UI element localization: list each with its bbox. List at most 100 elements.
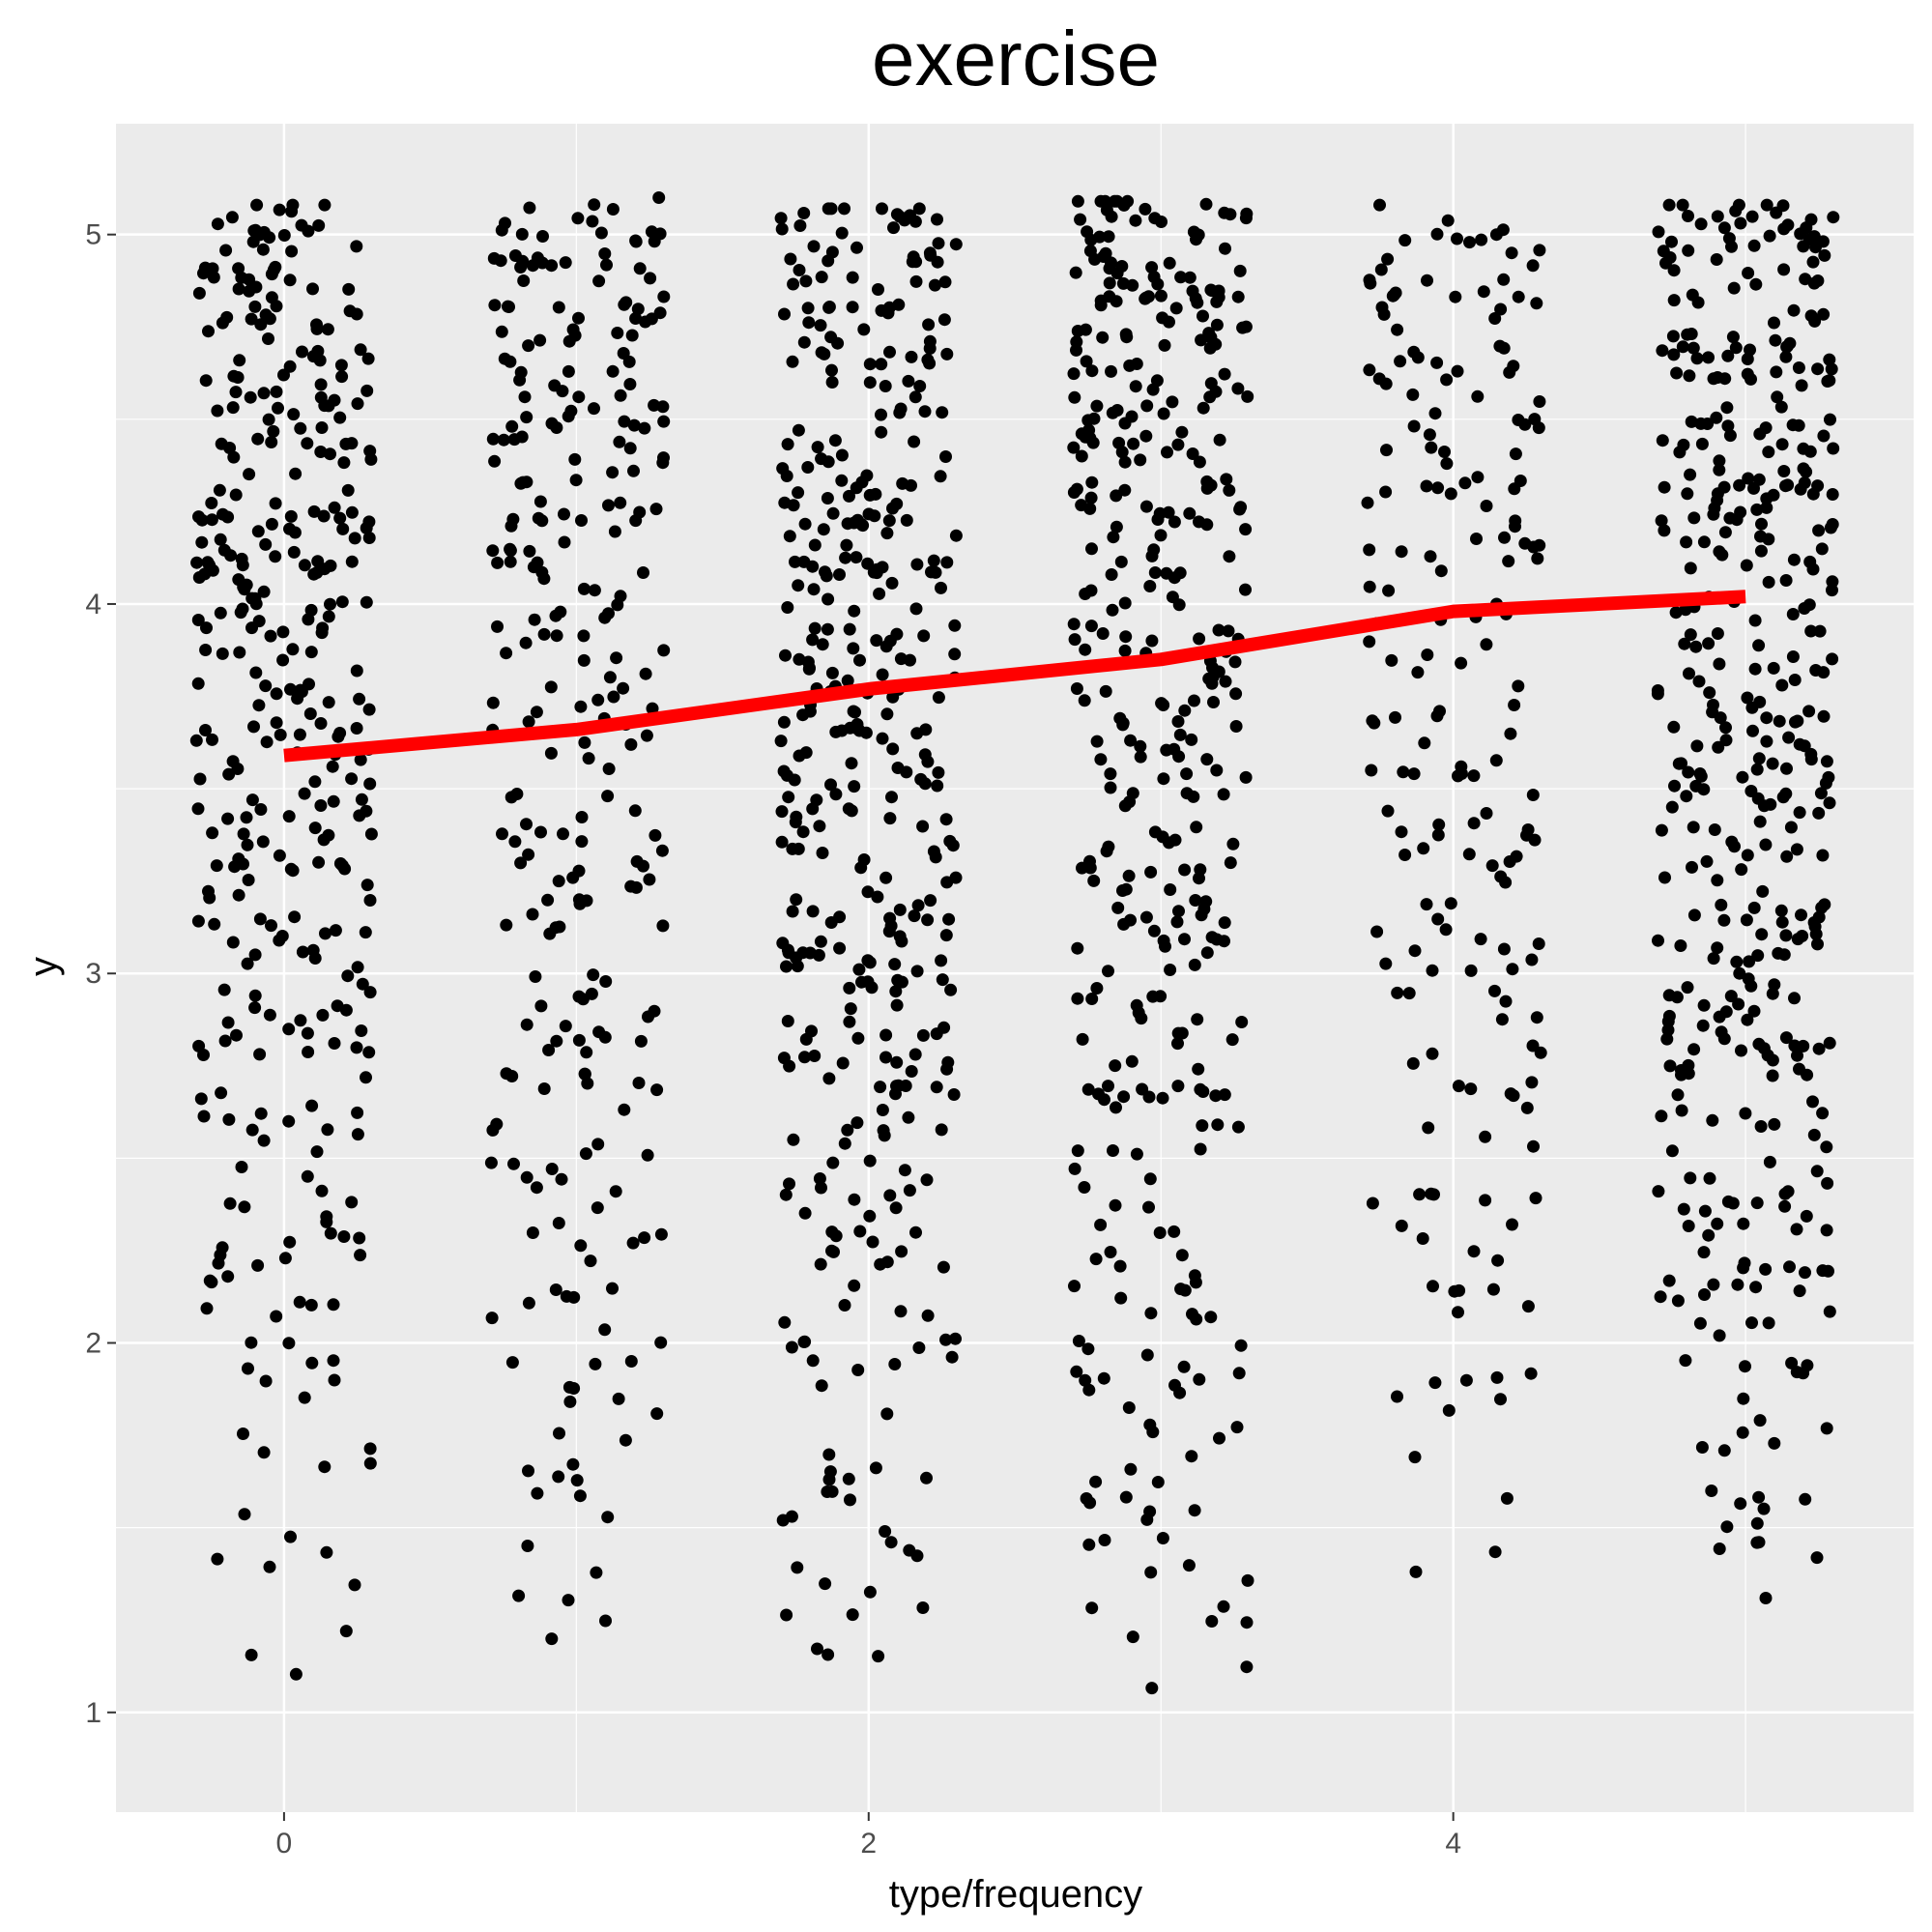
data-point: [1164, 883, 1177, 896]
data-point: [1426, 964, 1439, 977]
data-point: [1241, 1573, 1254, 1587]
data-point: [284, 682, 297, 696]
data-point: [626, 1236, 640, 1250]
data-point: [314, 446, 328, 458]
data-point: [1533, 244, 1546, 257]
data-point: [321, 1123, 334, 1137]
data-point: [1717, 1032, 1731, 1046]
data-point: [1713, 1010, 1726, 1024]
data-point: [526, 1226, 539, 1239]
data-point: [846, 301, 859, 314]
data-point: [1685, 415, 1698, 428]
data-point: [327, 1354, 340, 1368]
data-point: [1529, 1192, 1543, 1205]
data-point: [902, 374, 915, 388]
data-point: [1811, 274, 1825, 287]
data-point: [1791, 1049, 1803, 1062]
data-point: [314, 378, 328, 391]
data-point: [241, 957, 254, 970]
data-point: [276, 625, 290, 639]
data-point: [876, 732, 889, 745]
data-point: [611, 327, 624, 339]
data-point: [833, 568, 846, 581]
data-point: [614, 496, 627, 509]
data-point: [1531, 552, 1544, 565]
data-point: [640, 729, 653, 742]
data-point: [1705, 1485, 1718, 1497]
data-point: [898, 1164, 911, 1177]
data-point: [238, 583, 251, 596]
data-point: [920, 1471, 933, 1485]
data-point: [1217, 1600, 1230, 1613]
data-point: [260, 735, 274, 749]
data-point: [815, 452, 828, 466]
data-point: [1104, 767, 1117, 781]
data-point: [319, 927, 332, 940]
data-point: [315, 421, 329, 434]
data-point: [815, 1181, 827, 1195]
data-point: [1741, 367, 1754, 381]
data-point: [654, 1336, 668, 1349]
data-point: [1710, 253, 1723, 266]
data-point: [875, 408, 887, 421]
data-point: [778, 496, 792, 509]
data-point: [1815, 901, 1829, 914]
data-point: [905, 350, 918, 363]
data-point: [841, 517, 854, 531]
data-point: [1725, 240, 1738, 253]
data-point: [654, 1227, 668, 1241]
data-point: [1147, 271, 1161, 283]
data-point: [1493, 339, 1507, 353]
data-point: [781, 438, 794, 451]
x-axis-title: type/frequency: [889, 1873, 1142, 1916]
data-point: [1129, 380, 1142, 393]
data-point: [848, 1279, 861, 1292]
data-point: [273, 849, 286, 862]
data-point: [1532, 937, 1545, 950]
data-point: [1364, 276, 1377, 290]
data-point: [874, 1081, 887, 1094]
data-point: [1794, 482, 1807, 496]
data-point: [1223, 483, 1236, 497]
data-point: [234, 606, 247, 620]
data-point: [192, 1039, 206, 1053]
data-point: [221, 510, 235, 524]
data-point: [619, 1433, 632, 1447]
data-point: [1795, 908, 1807, 922]
data-point: [283, 1235, 297, 1249]
data-point: [1775, 915, 1789, 929]
data-point: [1812, 910, 1826, 924]
data-point: [1206, 670, 1220, 683]
data-point: [1485, 859, 1499, 873]
data-point: [533, 333, 547, 347]
data-point: [298, 787, 311, 800]
data-point: [940, 347, 954, 360]
data-point: [1104, 781, 1117, 794]
data-point: [243, 468, 256, 481]
data-point: [916, 1028, 930, 1042]
data-point: [1491, 1254, 1505, 1267]
data-point: [529, 970, 542, 983]
data-point: [792, 579, 805, 592]
data-point: [1199, 197, 1213, 211]
data-point: [536, 230, 549, 243]
data-point: [1151, 1476, 1165, 1488]
data-point: [870, 634, 883, 648]
data-point: [1171, 1026, 1185, 1040]
data-point: [1494, 1393, 1507, 1406]
data-point: [1683, 369, 1696, 383]
data-point: [1085, 476, 1099, 489]
data-point: [783, 530, 796, 543]
data-point: [1803, 555, 1817, 568]
data-point: [780, 960, 793, 973]
data-point: [544, 746, 558, 760]
data-point: [891, 762, 905, 774]
data-point: [1229, 720, 1243, 733]
data-point: [1799, 1266, 1811, 1280]
data-point: [598, 1323, 612, 1337]
data-point: [562, 364, 575, 378]
data-point: [1809, 664, 1823, 677]
data-point: [910, 558, 924, 571]
data-point: [354, 753, 367, 766]
data-point: [206, 826, 219, 840]
